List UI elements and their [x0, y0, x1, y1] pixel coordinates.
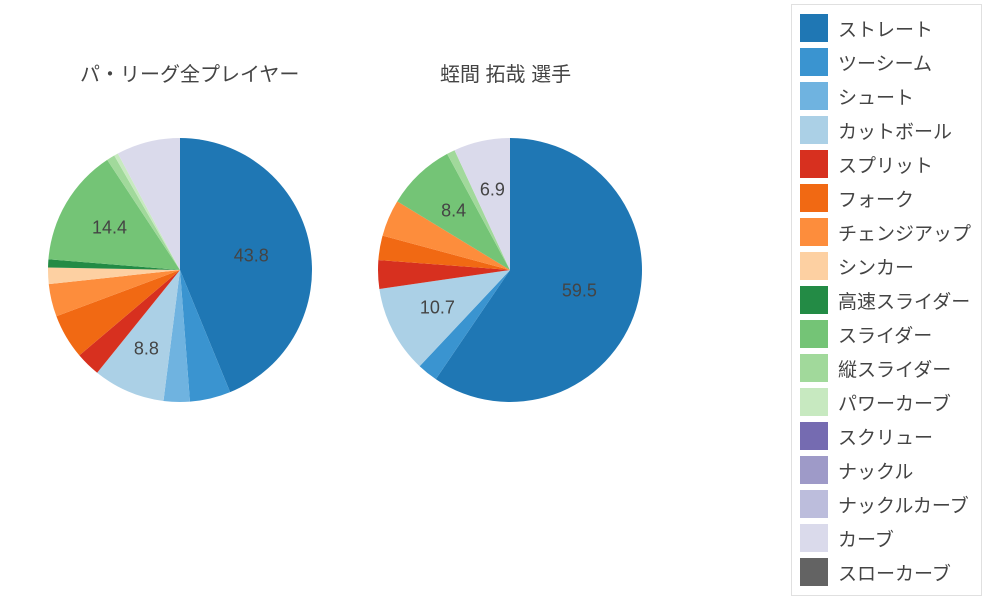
- legend-label: スライダー: [838, 321, 932, 348]
- legend-item: 高速スライダー: [800, 283, 971, 317]
- legend-label: スローカーブ: [838, 559, 951, 586]
- pie-slice-label: 59.5: [562, 281, 597, 302]
- chart-title-left: パ・リーグ全プレイヤー: [80, 58, 299, 87]
- pie-slice-label: 8.8: [134, 338, 159, 359]
- legend-label: ストレート: [838, 15, 933, 42]
- legend-item: スライダー: [800, 317, 971, 351]
- legend-label: ナックルカーブ: [838, 491, 969, 518]
- legend-item: シンカー: [800, 249, 971, 283]
- legend-label: フォーク: [838, 185, 914, 212]
- legend-swatch: [800, 354, 828, 382]
- legend-label: 縦スライダー: [838, 355, 951, 382]
- legend-item: ナックルカーブ: [800, 487, 971, 521]
- legend-item: フォーク: [800, 181, 971, 215]
- legend-label: カーブ: [838, 525, 894, 552]
- pie-slice-label: 8.4: [441, 200, 466, 221]
- legend-label: 高速スライダー: [838, 287, 970, 314]
- legend-swatch: [800, 252, 828, 280]
- legend-swatch: [800, 422, 828, 450]
- legend-item: ナックル: [800, 453, 971, 487]
- legend-swatch: [800, 48, 828, 76]
- legend-item: 縦スライダー: [800, 351, 971, 385]
- legend-swatch: [800, 388, 828, 416]
- legend-label: ツーシーム: [838, 49, 932, 76]
- legend-swatch: [800, 286, 828, 314]
- legend-swatch: [800, 524, 828, 552]
- legend-swatch: [800, 218, 828, 246]
- legend-swatch: [800, 82, 828, 110]
- legend-swatch: [800, 320, 828, 348]
- legend-item: スローカーブ: [800, 555, 971, 589]
- pie-slice-label: 10.7: [420, 297, 455, 318]
- legend-swatch: [800, 558, 828, 586]
- legend-item: ストレート: [800, 11, 971, 45]
- legend-item: カーブ: [800, 521, 971, 555]
- pie-slice-label: 6.9: [480, 180, 505, 201]
- legend-label: ナックル: [838, 457, 913, 484]
- legend-swatch: [800, 184, 828, 212]
- legend-label: パワーカーブ: [838, 389, 951, 416]
- legend-label: シュート: [838, 83, 914, 110]
- legend-item: ツーシーム: [800, 45, 971, 79]
- chart-title-right: 蛭間 拓哉 選手: [440, 58, 571, 87]
- legend-swatch: [800, 456, 828, 484]
- legend-swatch: [800, 14, 828, 42]
- legend-label: シンカー: [838, 253, 914, 280]
- legend-label: カットボール: [838, 117, 952, 144]
- legend-label: スプリット: [838, 151, 933, 178]
- legend: ストレートツーシームシュートカットボールスプリットフォークチェンジアップシンカー…: [791, 4, 982, 596]
- legend-swatch: [800, 116, 828, 144]
- legend-label: チェンジアップ: [838, 219, 971, 246]
- chart-container: { "background_color": "#ffffff", "text_c…: [0, 0, 1000, 600]
- legend-swatch: [800, 150, 828, 178]
- legend-swatch: [800, 490, 828, 518]
- legend-item: カットボール: [800, 113, 971, 147]
- pie-slice-label: 43.8: [234, 245, 269, 266]
- legend-item: パワーカーブ: [800, 385, 971, 419]
- legend-label: スクリュー: [838, 423, 933, 450]
- legend-item: シュート: [800, 79, 971, 113]
- pie-chart-right: [376, 136, 644, 404]
- legend-item: スクリュー: [800, 419, 971, 453]
- legend-item: スプリット: [800, 147, 971, 181]
- pie-chart-left: [46, 136, 314, 404]
- legend-item: チェンジアップ: [800, 215, 971, 249]
- pie-slice-label: 14.4: [92, 218, 127, 239]
